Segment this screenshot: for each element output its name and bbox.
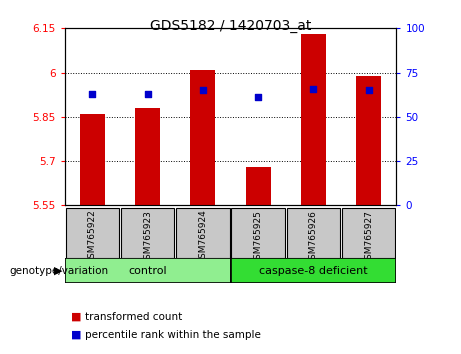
Bar bbox=[65, 258, 230, 283]
Point bbox=[199, 87, 207, 93]
Point bbox=[89, 91, 96, 97]
Point bbox=[310, 86, 317, 91]
Text: GSM765924: GSM765924 bbox=[198, 210, 207, 264]
Bar bbox=[342, 207, 396, 258]
Text: caspase-8 deficient: caspase-8 deficient bbox=[259, 266, 368, 276]
Bar bbox=[135, 108, 160, 205]
Text: GSM765926: GSM765926 bbox=[309, 210, 318, 264]
Bar bbox=[246, 167, 271, 205]
Text: GSM765927: GSM765927 bbox=[364, 210, 373, 264]
Text: ▶: ▶ bbox=[54, 266, 62, 276]
Text: GSM765923: GSM765923 bbox=[143, 210, 152, 264]
Bar bbox=[287, 207, 340, 258]
Point bbox=[365, 87, 372, 93]
Text: GSM765922: GSM765922 bbox=[88, 210, 97, 264]
Text: ■: ■ bbox=[71, 312, 82, 322]
Bar bbox=[121, 207, 174, 258]
Point bbox=[144, 91, 151, 97]
Bar bbox=[231, 207, 285, 258]
Text: ■: ■ bbox=[71, 330, 82, 339]
Point bbox=[254, 95, 262, 100]
Bar bbox=[230, 258, 396, 283]
Text: GSM765925: GSM765925 bbox=[254, 210, 263, 264]
Text: percentile rank within the sample: percentile rank within the sample bbox=[85, 330, 261, 339]
Bar bbox=[190, 70, 215, 205]
Bar bbox=[301, 34, 326, 205]
Text: control: control bbox=[128, 266, 167, 276]
Bar bbox=[80, 114, 105, 205]
Bar bbox=[356, 75, 381, 205]
Bar bbox=[176, 207, 230, 258]
Text: genotype/variation: genotype/variation bbox=[9, 266, 108, 276]
Text: GDS5182 / 1420703_at: GDS5182 / 1420703_at bbox=[150, 19, 311, 34]
Bar bbox=[65, 207, 119, 258]
Text: transformed count: transformed count bbox=[85, 312, 183, 322]
